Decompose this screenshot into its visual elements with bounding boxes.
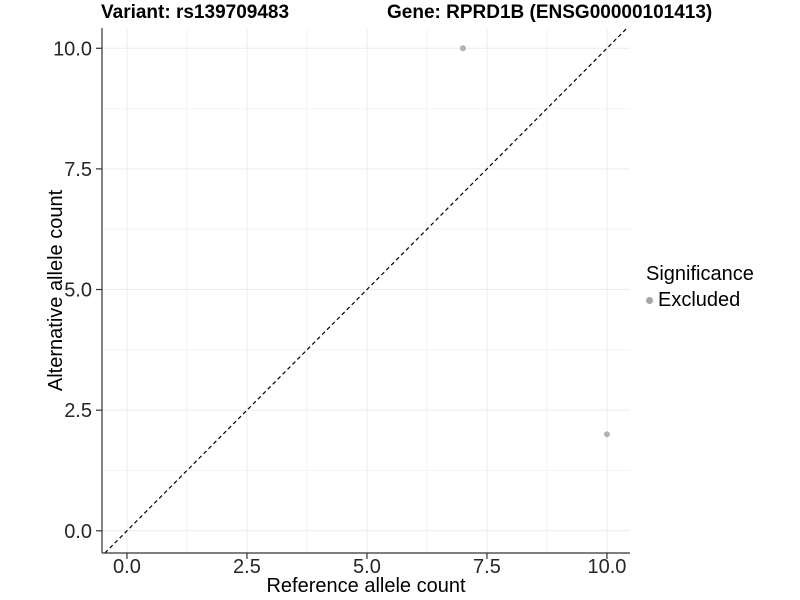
data-points: [459, 45, 610, 438]
svg-text:2.5: 2.5: [233, 556, 261, 578]
gridlines-minor: [102, 28, 630, 553]
gridlines-major: [102, 28, 630, 553]
tick-marks: [96, 47, 608, 559]
axis-lines: [101, 28, 630, 554]
x-axis-title: Reference allele count: [266, 575, 465, 597]
svg-text:0.0: 0.0: [64, 521, 92, 543]
svg-text:2.5: 2.5: [64, 400, 92, 422]
legend-title: Significance: [646, 263, 754, 285]
svg-text:10.0: 10.0: [587, 556, 626, 578]
svg-text:0.0: 0.0: [113, 556, 141, 578]
legend-item-excluded: Excluded: [646, 288, 754, 312]
point-swatch-icon: [646, 296, 653, 304]
legend-item-label: Excluded: [658, 288, 741, 311]
legend: Significance Excluded: [646, 262, 754, 312]
svg-text:5.0: 5.0: [353, 556, 381, 578]
svg-text:7.5: 7.5: [473, 556, 501, 578]
tick-labels: 0.0 2.5 5.0 7.5 10.0 0.0 2.5 5.0 7.5 10.0: [53, 38, 626, 578]
svg-text:5.0: 5.0: [64, 280, 92, 302]
y-axis-title: Alternative allele count: [45, 189, 67, 391]
svg-text:7.5: 7.5: [64, 159, 92, 181]
svg-text:10.0: 10.0: [53, 38, 92, 60]
plot-title-gene: Gene: RPRD1B (ENSG00000101413): [387, 2, 713, 23]
identity-reference-line: [104, 27, 628, 554]
plot-title-variant: Variant: rs139709483: [101, 2, 290, 23]
